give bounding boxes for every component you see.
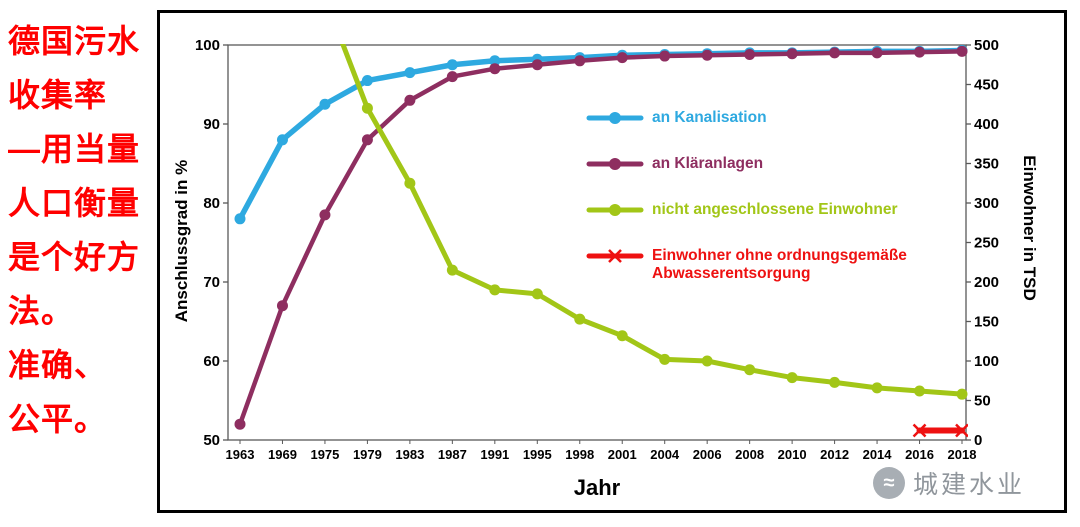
svg-text:150: 150 bbox=[974, 314, 999, 331]
svg-text:1987: 1987 bbox=[438, 447, 467, 462]
side-note-line: 收集率 bbox=[8, 77, 108, 113]
left-axis-title: Anschlussgrad in % bbox=[172, 159, 191, 323]
legend-sample-line-icon bbox=[586, 204, 644, 216]
svg-text:2018: 2018 bbox=[948, 447, 977, 462]
legend-label: an Kanalisation bbox=[652, 109, 767, 126]
legend-label: Einwohner ohne ordnungsgemäße Abwasseren… bbox=[652, 247, 907, 282]
svg-text:1998: 1998 bbox=[565, 447, 594, 462]
svg-text:1991: 1991 bbox=[480, 447, 509, 462]
svg-text:60: 60 bbox=[203, 353, 220, 370]
svg-text:1979: 1979 bbox=[353, 447, 382, 462]
svg-text:2004: 2004 bbox=[650, 447, 680, 462]
svg-text:350: 350 bbox=[974, 156, 999, 173]
svg-text:50: 50 bbox=[203, 432, 220, 449]
svg-text:300: 300 bbox=[974, 195, 999, 212]
legend-label: an Kläranlagen bbox=[652, 155, 764, 172]
x-axis-title: Jahr bbox=[573, 475, 621, 500]
svg-text:50: 50 bbox=[974, 393, 991, 410]
svg-text:2008: 2008 bbox=[735, 447, 764, 462]
watermark: ≈ 城建水业 bbox=[873, 465, 1025, 501]
svg-text:200: 200 bbox=[974, 274, 999, 291]
svg-text:1975: 1975 bbox=[310, 447, 339, 462]
svg-text:80: 80 bbox=[203, 195, 220, 212]
svg-text:2014: 2014 bbox=[863, 447, 893, 462]
side-note-line: 准确、 bbox=[8, 347, 108, 383]
watermark-text: 城建水业 bbox=[913, 471, 1026, 499]
side-note-line: 人口衡量 bbox=[8, 185, 141, 221]
svg-text:500: 500 bbox=[974, 37, 999, 54]
legend-item: nicht angeschlossene Einwohner bbox=[586, 201, 937, 219]
svg-text:250: 250 bbox=[974, 235, 999, 252]
legend-item: an Kanalisation bbox=[586, 109, 937, 127]
svg-text:1995: 1995 bbox=[523, 447, 552, 462]
side-note: 德国污水 收集率 —用当量 人口衡量 是个好方 法。 准确、 公平。 bbox=[8, 14, 158, 446]
side-note-line: 公平。 bbox=[8, 401, 108, 437]
svg-text:2006: 2006 bbox=[693, 447, 722, 462]
svg-text:1983: 1983 bbox=[395, 447, 424, 462]
side-note-line: —用当量 bbox=[8, 131, 141, 167]
side-note-line: 德国污水 bbox=[8, 23, 141, 59]
svg-text:400: 400 bbox=[974, 116, 999, 133]
svg-text:2016: 2016 bbox=[905, 447, 934, 462]
svg-text:1963: 1963 bbox=[226, 447, 255, 462]
svg-text:100: 100 bbox=[974, 353, 999, 370]
svg-text:100: 100 bbox=[195, 37, 220, 54]
right-axis-title: Einwohner in TSD bbox=[1020, 155, 1039, 301]
legend-sample-line-icon bbox=[586, 158, 644, 170]
svg-text:1969: 1969 bbox=[268, 447, 297, 462]
chart-frame: 50 60 70 80 90 100 0 50 100 150 200 250 300 350 400 450… bbox=[157, 10, 1067, 513]
legend-sample-line-icon bbox=[586, 249, 644, 263]
legend-label: nicht angeschlossene Einwohner bbox=[652, 201, 898, 218]
svg-text:450: 450 bbox=[974, 77, 999, 94]
legend-item: Einwohner ohne ordnungsgemäße Abwasseren… bbox=[586, 247, 937, 283]
svg-text:0: 0 bbox=[974, 432, 982, 449]
water-wave-icon: ≈ bbox=[873, 467, 905, 499]
legend-sample-line-icon bbox=[586, 112, 644, 124]
svg-text:2012: 2012 bbox=[820, 447, 849, 462]
chart-svg: 50 60 70 80 90 100 0 50 100 150 200 250 300 350 400 450… bbox=[195, 37, 999, 462]
legend-item: an Kläranlagen bbox=[586, 155, 937, 173]
svg-text:2001: 2001 bbox=[608, 447, 637, 462]
svg-text:70: 70 bbox=[203, 274, 220, 291]
chart-legend: an Kanalisation an Kläranlagen nicht ang… bbox=[586, 109, 937, 283]
side-note-line: 法。 bbox=[8, 293, 75, 329]
svg-text:90: 90 bbox=[203, 116, 220, 133]
side-note-line: 是个好方 bbox=[8, 239, 141, 275]
svg-text:2010: 2010 bbox=[778, 447, 807, 462]
